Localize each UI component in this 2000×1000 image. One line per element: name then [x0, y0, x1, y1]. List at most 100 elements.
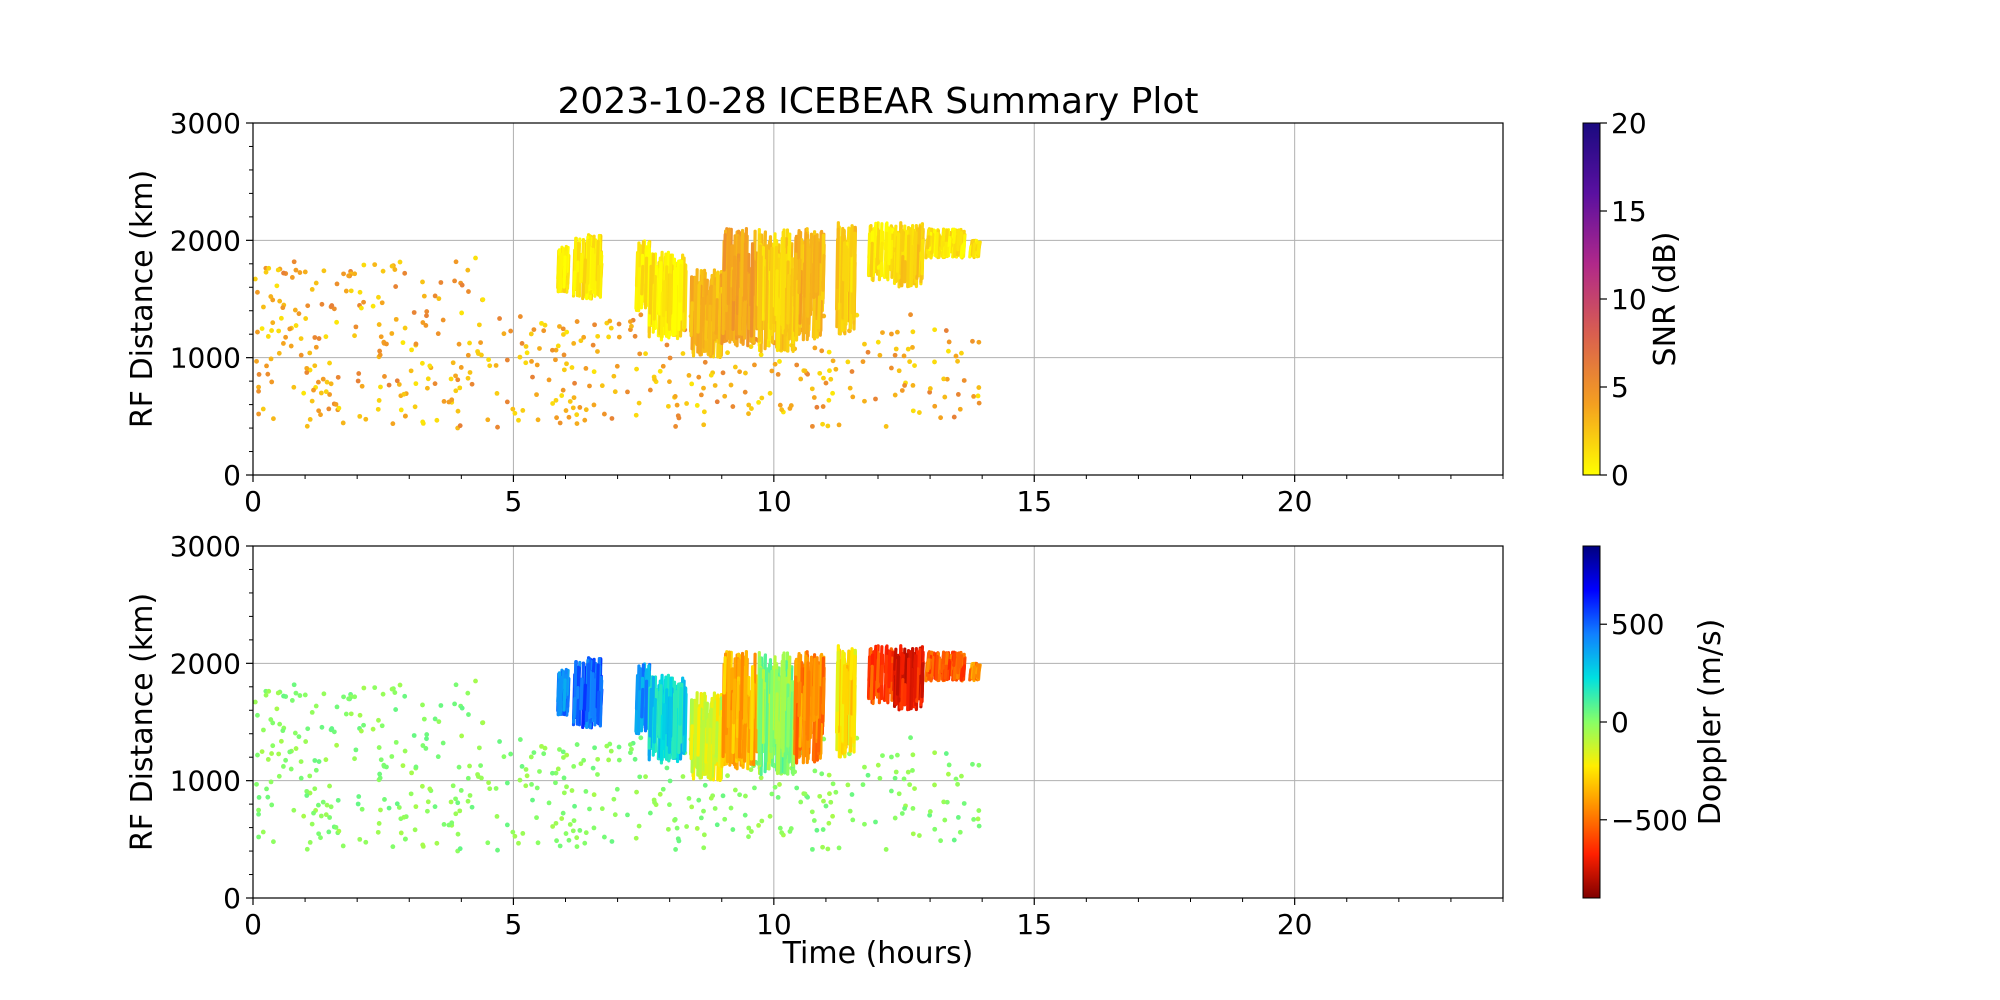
scatter-point	[452, 278, 458, 284]
scatter-point	[478, 340, 483, 346]
y-tick-label: 0	[223, 882, 241, 915]
scatter-point	[473, 255, 478, 261]
scatter-point	[612, 812, 618, 818]
scatter-point	[810, 846, 815, 852]
scatter-point	[269, 751, 274, 756]
scatter-point	[674, 825, 680, 831]
scatter-point	[546, 800, 552, 806]
scatter-point	[583, 788, 589, 794]
scatter-point	[291, 259, 297, 265]
scatter-point	[269, 379, 275, 385]
scatter-point	[459, 705, 465, 711]
scatter-point	[453, 373, 458, 379]
scatter-point	[280, 305, 286, 311]
echo-streak	[956, 651, 961, 675]
echo-streak	[895, 232, 901, 273]
scatter-point	[476, 745, 482, 751]
scatter-point	[959, 773, 964, 779]
scatter-point	[452, 701, 458, 707]
echo-streak	[915, 667, 920, 703]
scatter-point	[377, 348, 383, 354]
scatter-point	[255, 752, 260, 758]
scatter-point	[359, 806, 365, 812]
scatter-point	[457, 385, 463, 391]
scatter-point	[379, 300, 385, 306]
scatter-point	[849, 792, 855, 797]
scatter-point	[304, 788, 310, 794]
echo-streak	[814, 656, 819, 716]
scatter-point	[743, 793, 748, 799]
scatter-point	[397, 259, 403, 265]
scatter-point	[970, 761, 975, 767]
scatter-point	[574, 844, 580, 849]
echo-streak	[913, 231, 918, 276]
scatter-point	[263, 269, 269, 275]
scatter-point	[254, 358, 259, 364]
scatter-point	[432, 293, 438, 299]
scatter-point	[376, 294, 381, 300]
scatter-point	[479, 352, 484, 358]
echo-streak	[667, 273, 673, 331]
scatter-point	[316, 336, 322, 341]
scatter-point	[379, 723, 385, 729]
echo-streak	[959, 666, 964, 682]
scatter-point	[567, 822, 573, 827]
scatter-point	[524, 773, 530, 779]
scatter-point	[941, 376, 947, 382]
scatter-point	[458, 365, 464, 370]
scatter-point	[424, 385, 430, 391]
scatter-point	[467, 793, 473, 798]
scatter-point	[453, 682, 459, 688]
scatter-point	[413, 341, 419, 347]
echo-streak	[808, 655, 814, 697]
scatter-point	[896, 791, 902, 797]
scatter-point	[742, 389, 748, 395]
scatter-point	[389, 263, 395, 269]
scatter-point	[976, 808, 982, 813]
echo-streak	[927, 235, 933, 247]
scatter-point	[277, 721, 283, 727]
scatter-point	[389, 754, 395, 759]
scatter-point	[957, 829, 963, 835]
echo-streak	[774, 692, 779, 740]
scatter-point	[265, 757, 271, 762]
scatter-point	[382, 374, 387, 379]
scatter-point	[316, 759, 322, 764]
y-tick-label: 1000	[170, 342, 241, 375]
scatter-point	[652, 800, 657, 805]
scatter-point	[578, 761, 584, 767]
scatter-point	[523, 344, 529, 349]
scatter-point	[517, 354, 523, 360]
echo-streak	[952, 229, 957, 244]
scatter-point	[756, 400, 761, 405]
scatter-point	[432, 804, 438, 810]
scatter-point	[504, 780, 510, 786]
scatter-point	[830, 358, 836, 364]
scatter-point	[794, 785, 800, 791]
scatter-point	[889, 365, 894, 371]
scatter-point	[664, 342, 670, 348]
echo-streak	[562, 255, 567, 289]
scatter-point	[495, 424, 500, 430]
scatter-point	[660, 363, 666, 369]
scatter-point	[402, 325, 408, 331]
scatter-point	[788, 826, 794, 831]
scatter-point	[377, 775, 383, 781]
scatter-point	[265, 371, 271, 377]
scatter-point	[953, 776, 959, 782]
scatter-point	[825, 423, 831, 429]
scatter-point	[777, 782, 782, 787]
scatter-point	[553, 780, 558, 786]
colorbar-tick-label: 5	[1611, 371, 1629, 404]
scatter-point	[907, 782, 913, 788]
scatter-point	[560, 749, 566, 755]
echo-streak	[652, 697, 657, 744]
scatter-point	[268, 779, 274, 785]
scatter-point	[352, 756, 357, 762]
echo-streak	[884, 654, 889, 685]
scatter-point	[402, 693, 408, 699]
scatter-point	[501, 331, 507, 337]
scatter-point	[441, 398, 447, 404]
scatter-point	[899, 388, 905, 393]
scatter-point	[826, 772, 832, 778]
